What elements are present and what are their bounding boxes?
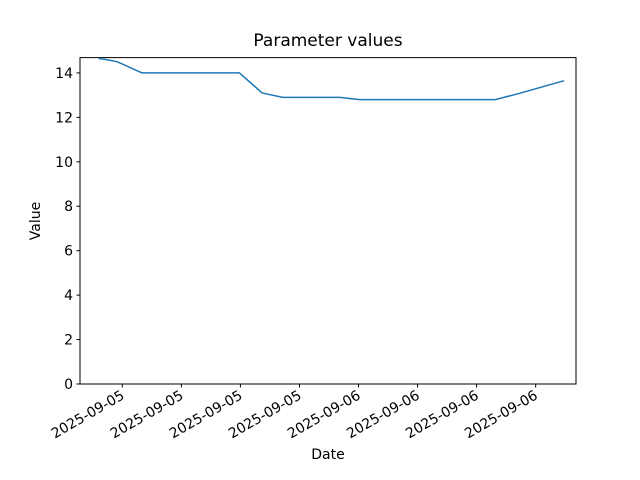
y-tick-label: 2: [64, 333, 73, 349]
y-tick-label: 0: [64, 377, 73, 393]
y-tick-label: 4: [64, 288, 73, 304]
y-tick-label: 10: [55, 155, 73, 171]
y-tick-label: 12: [55, 110, 73, 126]
y-axis-label: Value: [28, 201, 44, 241]
axes-frame: [79, 57, 577, 385]
x-axis-label: Date: [311, 447, 345, 463]
y-tick-label: 14: [55, 66, 73, 82]
data-line: [98, 57, 565, 101]
chart-title: Parameter values: [253, 31, 403, 51]
y-tick-label: 8: [64, 199, 73, 215]
y-tick-label: 6: [64, 244, 73, 260]
